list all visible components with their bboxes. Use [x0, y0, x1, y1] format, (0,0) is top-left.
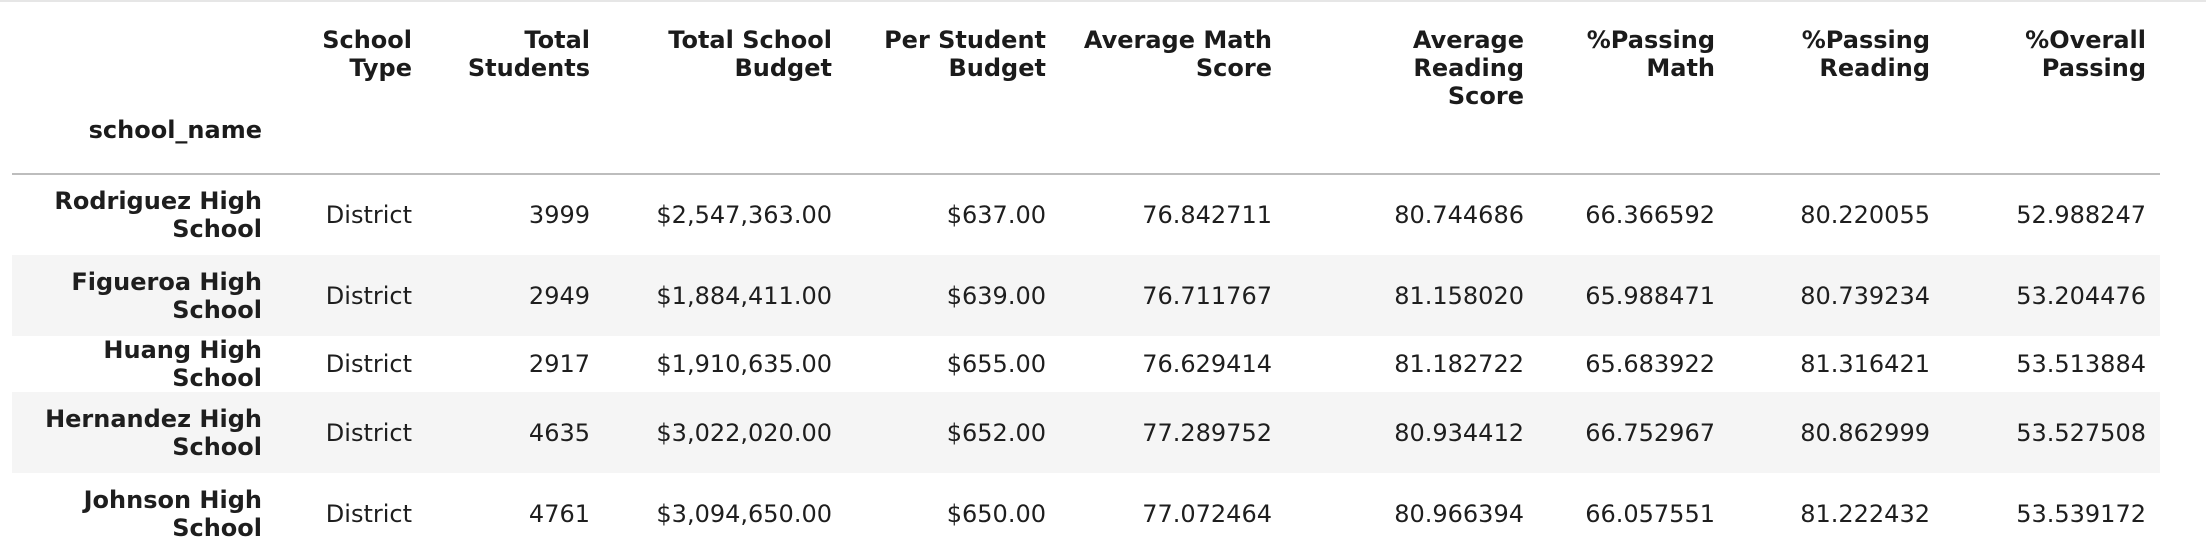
cell-average-math-score: 77.289752 — [1142, 418, 1272, 447]
cell-overall-passing: 53.204476 — [2016, 281, 2146, 310]
school-summary-table: School Type Total Students Total School Bud… — [12, 22, 2160, 554]
cell-school-type: District — [325, 418, 412, 447]
cell-total-students: 2917 — [528, 350, 590, 378]
index-header-row: school_name — [12, 110, 2160, 175]
column-header-passing-reading: %Passing Reading — [1801, 26, 1930, 82]
cell-total-students: 4761 — [528, 499, 590, 528]
cell-overall-passing: 53.539172 — [2016, 499, 2146, 528]
column-header-average-math-score: Average Math Score — [1083, 26, 1272, 82]
cell-overall-passing: 53.513884 — [2016, 350, 2146, 378]
table-row: Johnson High School District 4761 $3,094,… — [12, 473, 2160, 554]
cell-passing-reading: 81.316421 — [1800, 350, 1930, 378]
cell-passing-math: 66.057551 — [1585, 499, 1715, 528]
cell-per-student-budget: $650.00 — [946, 499, 1046, 528]
cell-overall-passing: 52.988247 — [2016, 201, 2146, 229]
table-row: Figueroa High School District 2949 $1,884… — [12, 255, 2160, 336]
cell-passing-reading: 80.739234 — [1800, 281, 1930, 310]
cell-total-school-budget: $1,910,635.00 — [656, 350, 832, 378]
cell-school-type: District — [325, 201, 412, 229]
corner-header-cell — [12, 22, 276, 110]
cell-average-reading-score: 80.744686 — [1394, 201, 1524, 229]
cell-school-type: District — [325, 350, 412, 378]
cell-average-reading-score: 81.182722 — [1394, 350, 1524, 378]
index-name-header: school_name — [12, 110, 276, 175]
table-row: Hernandez High School District 4635 $3,02… — [12, 392, 2160, 473]
column-header-passing-math: %Passing Math — [1586, 26, 1715, 82]
cell-total-school-budget: $3,022,020.00 — [656, 418, 832, 447]
column-header-total-school-budget: Total School Budget — [668, 26, 832, 82]
cell-school-type: District — [325, 281, 412, 310]
cell-total-school-budget: $1,884,411.00 — [656, 281, 832, 310]
cell-passing-reading: 80.862999 — [1800, 418, 1930, 447]
dataframe-output: School Type Total Students Total School Bud… — [12, 22, 2160, 554]
column-header-row: School Type Total Students Total School Bud… — [12, 22, 2160, 110]
row-index-label: Johnson High School — [83, 485, 262, 542]
cell-passing-math: 66.752967 — [1585, 418, 1715, 447]
column-header-school-type: School Type — [322, 26, 412, 82]
cell-average-math-score: 76.842711 — [1142, 201, 1272, 229]
row-index-label: Rodriguez High School — [54, 187, 262, 243]
cell-passing-math: 65.683922 — [1585, 350, 1715, 378]
cell-per-student-budget: $655.00 — [946, 350, 1046, 378]
column-header-total-students: Total Students — [467, 26, 590, 82]
cell-average-reading-score: 80.966394 — [1394, 499, 1524, 528]
cell-passing-reading: 80.220055 — [1800, 201, 1930, 229]
cell-total-students: 4635 — [528, 418, 590, 447]
cell-total-school-budget: $3,094,650.00 — [656, 499, 832, 528]
cell-passing-math: 66.366592 — [1585, 201, 1715, 229]
cell-average-math-score: 76.711767 — [1142, 281, 1272, 310]
cell-overall-passing: 53.527508 — [2016, 418, 2146, 447]
index-header-blank — [276, 110, 2160, 175]
cell-average-math-score: 77.072464 — [1142, 499, 1272, 528]
cell-passing-math: 65.988471 — [1585, 281, 1715, 310]
cell-per-student-budget: $652.00 — [946, 418, 1046, 447]
cell-total-school-budget: $2,547,363.00 — [656, 201, 832, 229]
row-index-label: Hernandez High School — [45, 404, 262, 461]
column-header-average-reading-score: Average Reading Score — [1412, 26, 1524, 110]
column-header-per-student-budget: Per Student Budget — [884, 26, 1046, 82]
cell-average-reading-score: 81.158020 — [1394, 281, 1524, 310]
row-index-label: Figueroa High School — [71, 267, 262, 324]
cell-per-student-budget: $637.00 — [946, 201, 1046, 229]
table-row: Huang High School District 2917 $1,910,6… — [12, 336, 2160, 392]
cell-total-students: 3999 — [528, 201, 590, 229]
cell-passing-reading: 81.222432 — [1800, 499, 1930, 528]
cell-total-students: 2949 — [528, 281, 590, 310]
table-row: Rodriguez High School District 3999 $2,54… — [12, 174, 2160, 255]
column-header-overall-passing: %Overall Passing — [2025, 26, 2146, 82]
cell-average-math-score: 76.629414 — [1142, 350, 1272, 378]
cell-school-type: District — [325, 499, 412, 528]
cell-average-reading-score: 80.934412 — [1394, 418, 1524, 447]
cell-per-student-budget: $639.00 — [946, 281, 1046, 310]
output-top-rule — [0, 0, 2206, 2]
row-index-label: Huang High School — [103, 336, 262, 392]
